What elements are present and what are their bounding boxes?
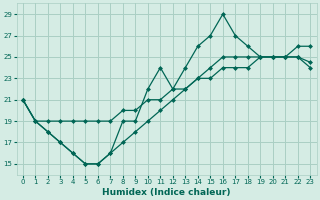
X-axis label: Humidex (Indice chaleur): Humidex (Indice chaleur) [102,188,231,197]
